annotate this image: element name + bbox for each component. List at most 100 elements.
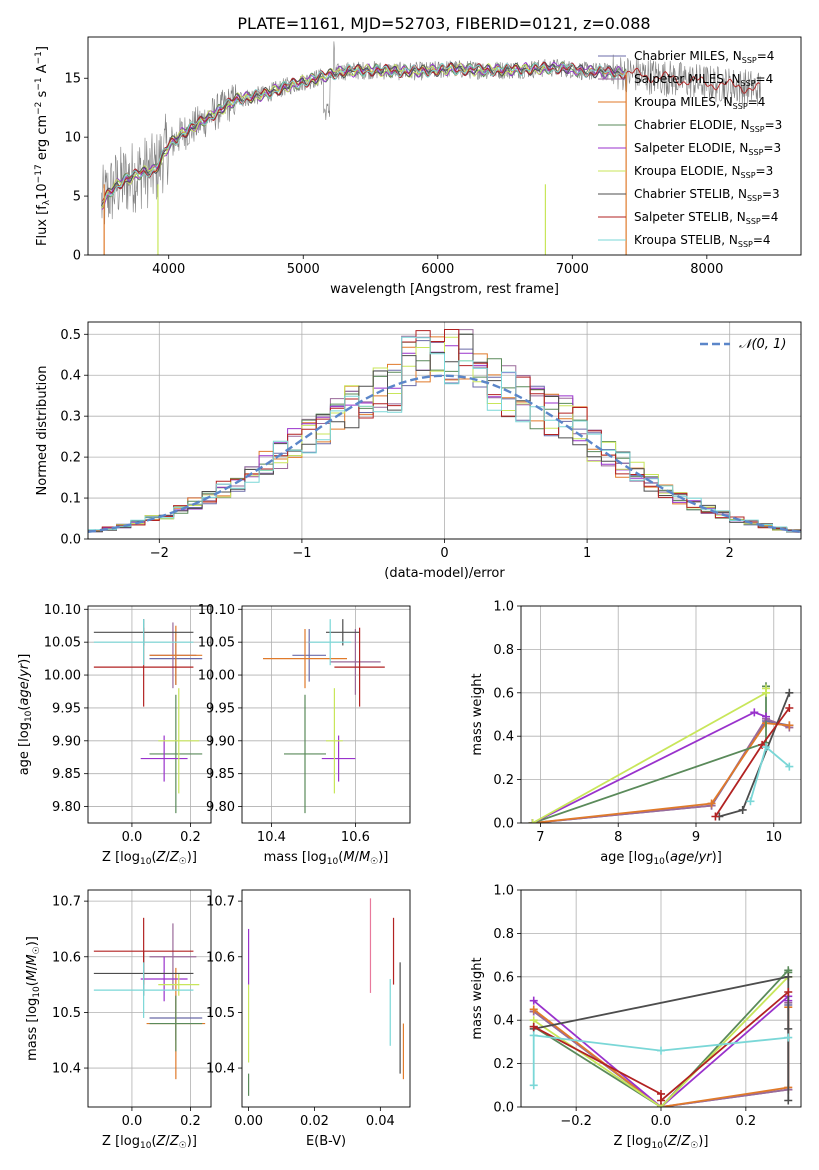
weight-marker [529,1022,538,1031]
y-tick-label: 9.95 [206,701,235,716]
x-tick-label: 0.0 [651,1114,672,1129]
y-tick-label: 0.1 [60,492,81,507]
label-part: Z [169,850,180,865]
y-axis-label: age [log10(age/yr)] [17,654,34,776]
y-tick-label: 0.3 [60,410,81,425]
label-part: ] [35,46,50,51]
panel-age_vs_Z: 0.0 0.2 9.80 9.85 9.90 9.95 10.00 10.05 10.10 Z [… [17,603,212,867]
label-part: / [355,850,360,865]
label-part: Kroupa MILES, N [634,95,733,109]
y-tick-label: 9.85 [206,767,235,782]
label-part: age [log [600,850,653,865]
label-part: Salpeter MILES, N [634,72,741,86]
label-part: A [35,64,50,77]
label-part: mass [log [25,998,40,1061]
label-part: ☉ [179,1141,187,1151]
label-part: )] [17,654,32,664]
label-part: 10 [32,986,42,998]
weight-marker [657,1096,665,1105]
y-tick-label: 9.90 [206,734,235,749]
axes-frame [87,889,212,1108]
label-part: SSP [738,240,753,249]
weight-marker [750,708,759,717]
y-tick-label: 1.0 [493,600,514,615]
weight-marker [528,819,537,823]
y-axis-label: Flux [fλ10−17 erg cm−2 s−1 A−1] [34,46,52,246]
label-part: =4 [756,72,774,86]
y-tick-label: 10.10 [198,603,235,618]
weight-marker [785,688,794,697]
legend-label: Chabrier STELIB, NSSP=3 [634,187,780,203]
label-part: ( [151,850,156,865]
label-part: Normed distribution [35,366,50,496]
axes-frame [241,605,411,824]
y-tick-label: 0.6 [493,686,514,701]
label-part: ( [151,1134,156,1149]
x-axis-label: Z [log10(Z/Z☉)] [614,1134,709,1151]
x-tick-label: 0.04 [366,1114,395,1129]
weight-marker [529,1031,538,1040]
legend-label: Kroupa STELIB, NSSP=4 [634,233,771,249]
x-tick-label: 0.2 [736,1114,757,1129]
x-tick-label: 10.4 [257,830,286,845]
y-tick-label: 0.4 [493,730,514,745]
label-part: / [677,1134,682,1149]
y-tick-label: 10.6 [52,950,81,965]
label-part: ☉ [690,1141,698,1151]
label-part: −17 [34,164,44,183]
weight-marker [762,684,770,693]
y-tick-label: 0.2 [493,1057,514,1072]
x-tick-label: 0.0 [122,830,143,845]
y-axis-label: mass weight [470,957,485,1039]
residual-histogram [88,329,801,533]
label-part: 10 [140,857,152,867]
label-part: Z [156,1134,167,1149]
label-part: mass weight [470,673,485,755]
x-tick-label: 0.02 [300,1114,329,1129]
x-axis-label: Z [log10(Z/Z☉)] [102,1134,197,1151]
label-part: ( [25,981,40,986]
label-part: 10 [327,857,339,867]
x-axis-label: E(B-V) [306,1134,346,1149]
x-tick-label: −0.2 [560,1114,592,1129]
label-part: ☉ [370,857,378,867]
label-part: SSP [750,125,765,134]
y-tick-label: 15 [64,72,81,87]
y-tick-label: 9.85 [52,767,81,782]
plot-area-residuals [88,329,801,533]
x-tick-label: 4000 [152,262,185,277]
panel-mass_vs_ebv: 0.00 0.02 0.04 10.4 10.5 10.6 10.7 E(B-V) [206,889,411,1149]
label-part: yr [17,662,32,678]
x-axis-label: wavelength [Angstrom, rest frame] [330,282,559,297]
label-part: Z [156,850,167,865]
label-part: Z [169,1134,180,1149]
label-part: )] [187,850,197,865]
y-tick-label: 0.2 [493,773,514,788]
label-part: (data-model)/error [384,566,505,581]
x-tick-label: 0.2 [180,1114,201,1129]
x-tick-label: −1 [292,546,311,561]
label-part: −2 [34,102,44,115]
x-tick-label: 5000 [287,262,320,277]
label-part: M [25,970,40,981]
y-tick-label: 10.4 [52,1062,81,1077]
label-part: 10 [24,710,34,722]
normal-reference-curve [88,374,801,533]
x-tick-label: 1 [583,546,591,561]
label-part: ( [665,850,670,865]
x-tick-label: −2 [150,546,169,561]
label-part: λ [42,199,52,205]
y-tick-label: 10.5 [206,1006,235,1021]
y-tick-label: 10.6 [206,950,235,965]
label-part: / [25,965,40,970]
label-part: M [343,850,354,865]
label-part: )] [25,936,40,946]
label-part: age [17,681,32,705]
legend-label: Salpeter STELIB, NSSP=4 [634,210,778,226]
weight-marker [784,987,793,996]
plot-area-spectrum [101,41,761,255]
